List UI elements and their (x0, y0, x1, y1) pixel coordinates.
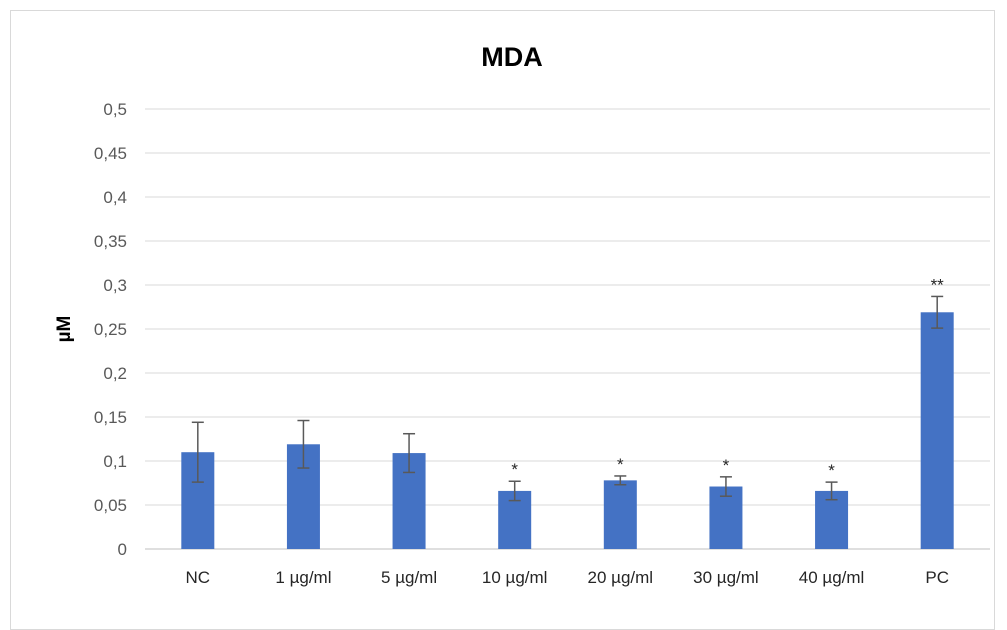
y-tick-label: 0,25 (94, 320, 127, 339)
bar (815, 490, 849, 549)
x-tick-label: 40 µg/ml (799, 568, 865, 587)
chart-title: MDA (481, 42, 543, 72)
y-tick-label: 0,15 (94, 408, 127, 427)
mda-bar-chart: MDA µM 0 0,05 0,1 0,15 0,2 0,25 0,3 0,35 0,4 0,45… (54, 42, 990, 587)
y-tick-label: 0,4 (103, 188, 127, 207)
y-tick-label: 0 (118, 540, 127, 559)
x-tick-label: 5 µg/ml (381, 568, 437, 587)
x-tick-label: 30 µg/ml (693, 568, 759, 587)
y-tick-label: 0,1 (103, 452, 127, 471)
x-tick-label: 20 µg/ml (588, 568, 654, 587)
y-tick-label: 0,45 (94, 144, 127, 163)
x-tick-label: 10 µg/ml (482, 568, 548, 587)
x-tick-label: PC (925, 568, 949, 587)
significance-marker: * (617, 455, 624, 474)
significance-marker: ** (931, 275, 945, 294)
y-tick-label: 0,2 (103, 364, 127, 383)
y-tick-label: 0,05 (94, 496, 127, 515)
significance-marker: * (723, 456, 730, 475)
x-tick-label: NC (186, 568, 211, 587)
significance-marker: * (511, 460, 518, 479)
significance-marker: * (828, 461, 835, 480)
bar (920, 312, 954, 549)
y-tick-label: 0,3 (103, 276, 127, 295)
y-tick-label: 0,5 (103, 100, 127, 119)
x-tick-label: 1 µg/ml (275, 568, 331, 587)
y-tick-label: 0,35 (94, 232, 127, 251)
bar (603, 480, 637, 549)
y-axis-label: µM (54, 316, 75, 343)
